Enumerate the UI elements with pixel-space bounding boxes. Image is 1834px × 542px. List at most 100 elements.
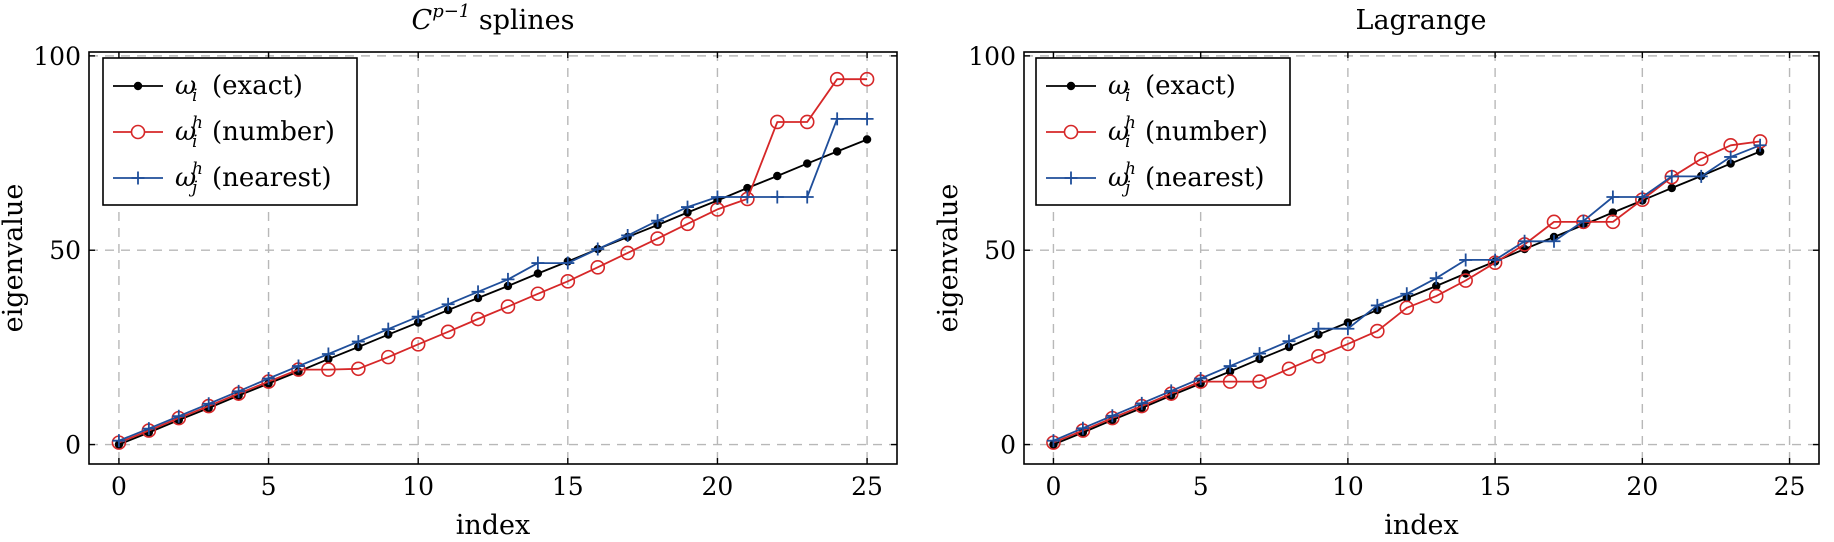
chart-title: Lagrange <box>1356 5 1487 36</box>
legend-entry-label: ωi (exact) <box>1108 71 1236 106</box>
data-point-nearest <box>1076 421 1090 435</box>
data-point-nearest <box>1694 169 1708 183</box>
data-point-nearest <box>651 214 665 228</box>
data-point-number <box>590 260 606 275</box>
data-point-nearest <box>471 285 485 299</box>
data-point-number <box>530 286 546 302</box>
data-point-nearest <box>531 256 545 270</box>
data-point-nearest <box>740 190 754 204</box>
data-point-nearest <box>232 384 246 398</box>
data-point-nearest <box>1135 396 1149 410</box>
legend-entry-label: ωh i (number) <box>175 113 335 152</box>
data-point-nearest <box>1488 253 1502 267</box>
data-point-exact <box>1432 281 1441 291</box>
x-tick-label: 10 <box>402 472 434 501</box>
data-point-number <box>380 349 396 365</box>
data-point-nearest <box>291 359 305 373</box>
data-point-nearest <box>351 335 365 349</box>
data-point-nearest <box>411 310 425 324</box>
data-point-number <box>351 361 366 377</box>
legend-entry-label: ωh i (number) <box>1108 113 1268 152</box>
data-point-number <box>1222 374 1238 389</box>
data-point-nearest <box>1105 409 1119 423</box>
data-point-number <box>1252 374 1267 389</box>
data-point-nearest <box>1164 384 1178 398</box>
y-axis-title: eigenvalue <box>0 184 29 333</box>
legend-entry-label: ωi (exact) <box>175 71 303 106</box>
data-point-number <box>1693 151 1709 167</box>
legend-marker <box>1066 81 1076 91</box>
data-point-nearest <box>381 322 395 336</box>
data-point-nearest <box>1665 169 1679 183</box>
data-point-nearest <box>112 434 126 448</box>
data-point-number <box>470 311 486 327</box>
data-point-nearest <box>1459 253 1473 267</box>
data-point-number <box>1546 214 1562 230</box>
x-tick-label: 20 <box>1626 472 1658 501</box>
data-point-nearest <box>621 228 635 242</box>
y-tick-label: 50 <box>984 236 1016 265</box>
data-point-nearest <box>1724 150 1738 164</box>
x-tick-label: 5 <box>261 472 277 501</box>
x-tick-label: 0 <box>1045 472 1061 501</box>
axes-frame <box>1023 51 1820 465</box>
legend-marker <box>1064 171 1078 185</box>
legend-marker <box>131 171 145 185</box>
y-tick-label: 0 <box>1000 431 1016 460</box>
data-point-nearest <box>1341 322 1355 336</box>
y-tick-label: 100 <box>33 42 81 71</box>
axes-frame <box>88 51 898 465</box>
x-axis-title: index <box>456 510 531 541</box>
data-point-number <box>620 245 635 261</box>
data-point-exact <box>1667 183 1676 193</box>
data-point-nearest <box>800 190 814 204</box>
data-point-nearest <box>1576 214 1590 228</box>
data-point-nearest <box>591 242 605 256</box>
y-tick-label: 50 <box>49 236 81 265</box>
data-point-exact <box>862 135 872 144</box>
data-point-nearest <box>681 200 695 214</box>
data-point-nearest <box>202 397 216 411</box>
x-tick-label: 15 <box>1479 472 1511 501</box>
x-tick-label: 15 <box>552 472 584 501</box>
data-point-nearest <box>1194 371 1208 385</box>
data-point-number <box>1340 336 1356 352</box>
x-tick-label: 5 <box>1193 472 1209 501</box>
data-point-nearest <box>1253 347 1267 361</box>
data-point-nearest <box>1753 138 1767 152</box>
data-point-nearest <box>1311 322 1325 336</box>
data-point-number <box>1458 273 1473 288</box>
data-point-exact <box>1726 159 1735 168</box>
data-point-number <box>1399 300 1415 316</box>
data-point-nearest <box>142 422 156 436</box>
data-point-nearest <box>860 112 874 126</box>
legend-marker <box>130 124 146 140</box>
data-point-nearest <box>1518 234 1532 248</box>
data-point-number <box>321 362 336 377</box>
data-point-number <box>829 71 845 87</box>
data-point-exact <box>503 281 513 291</box>
data-point-nearest <box>1547 234 1561 248</box>
data-point-nearest <box>1282 334 1296 348</box>
data-point-exact <box>803 159 812 168</box>
data-point-number <box>769 114 785 130</box>
legend-marker <box>1063 124 1079 140</box>
data-point-number <box>500 299 516 314</box>
data-point-number <box>859 71 875 87</box>
data-point-exact <box>743 183 752 193</box>
data-point-number <box>1370 323 1385 339</box>
data-point-number <box>440 324 456 340</box>
data-point-nearest <box>1370 298 1384 312</box>
data-point-number <box>799 114 815 130</box>
data-point-number <box>1281 361 1297 377</box>
data-point-nearest <box>710 190 724 204</box>
data-point-nearest <box>262 371 276 385</box>
data-point-number <box>1428 288 1444 304</box>
chart-splines: 0 5 10 15 20 25 0 50 100 index eigenvalue Cp−1 spli… <box>0 1 898 541</box>
data-point-exact <box>1608 208 1618 217</box>
x-tick-label: 25 <box>1774 472 1806 501</box>
y-tick-label: 100 <box>968 42 1016 71</box>
chart-lagrange: 0 5 10 15 20 25 0 50 100 index eigenvalue Lagrange ω… <box>933 5 1820 541</box>
x-axis-title: index <box>1384 510 1459 541</box>
